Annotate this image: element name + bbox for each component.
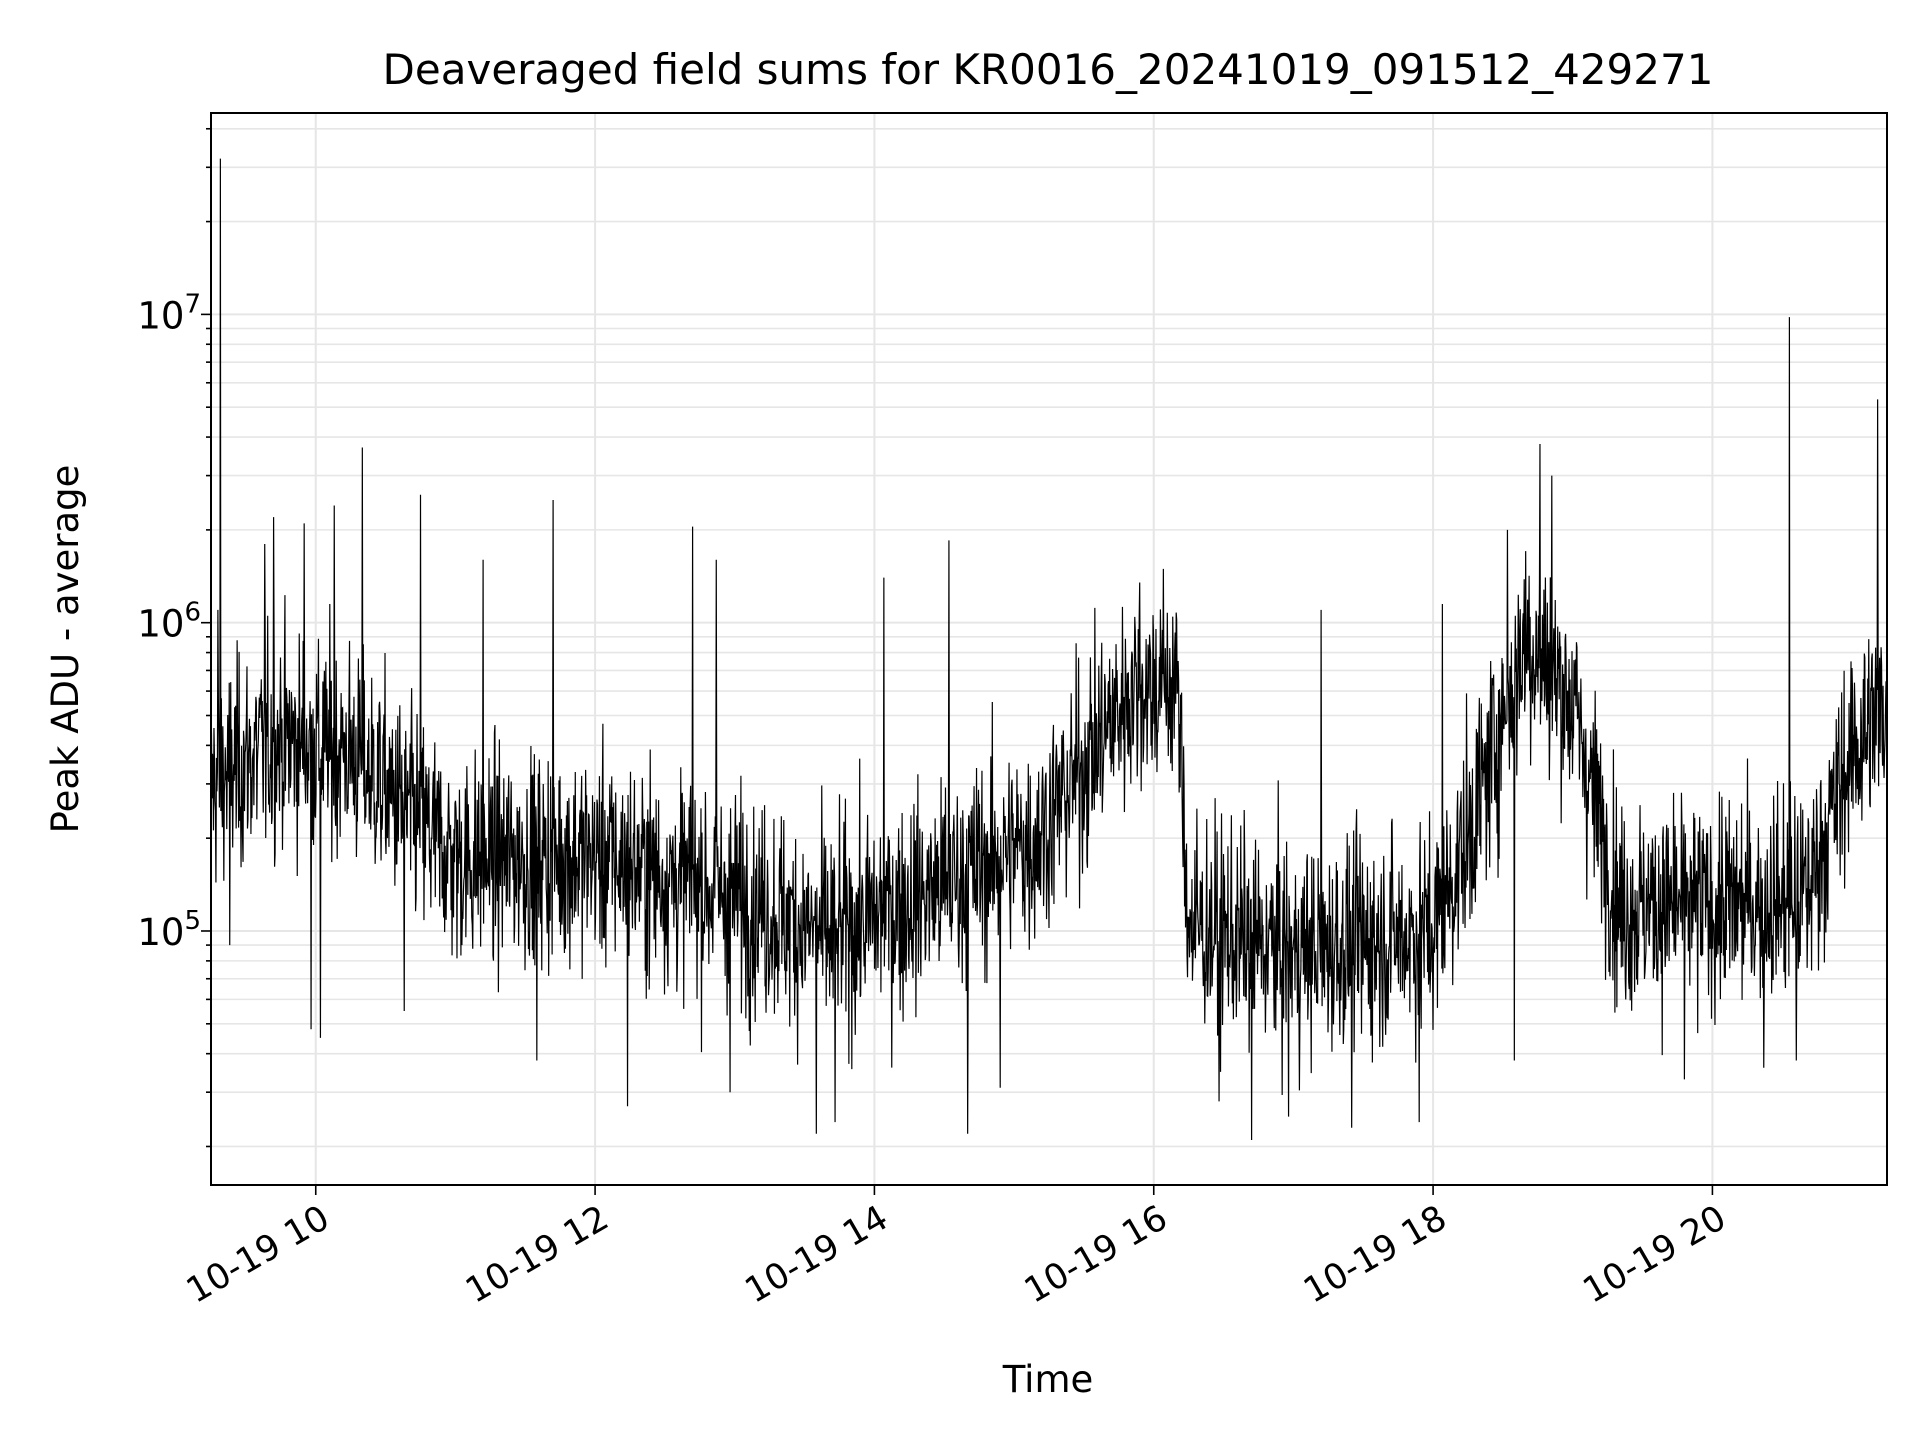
series-line-group	[210, 158, 1888, 1140]
y-tick-label: 105	[137, 906, 201, 954]
plot-frame	[210, 112, 1888, 1186]
y-tick-label: 106	[137, 598, 201, 646]
x-axis-label: Time	[1002, 1358, 1094, 1401]
y-axis-label: Peak ADU - average	[44, 465, 87, 834]
series-line	[210, 158, 1888, 1140]
chart-title: Deaveraged field sums for KR0016_2024101…	[383, 45, 1714, 94]
y-tick-label: 107	[137, 289, 201, 337]
